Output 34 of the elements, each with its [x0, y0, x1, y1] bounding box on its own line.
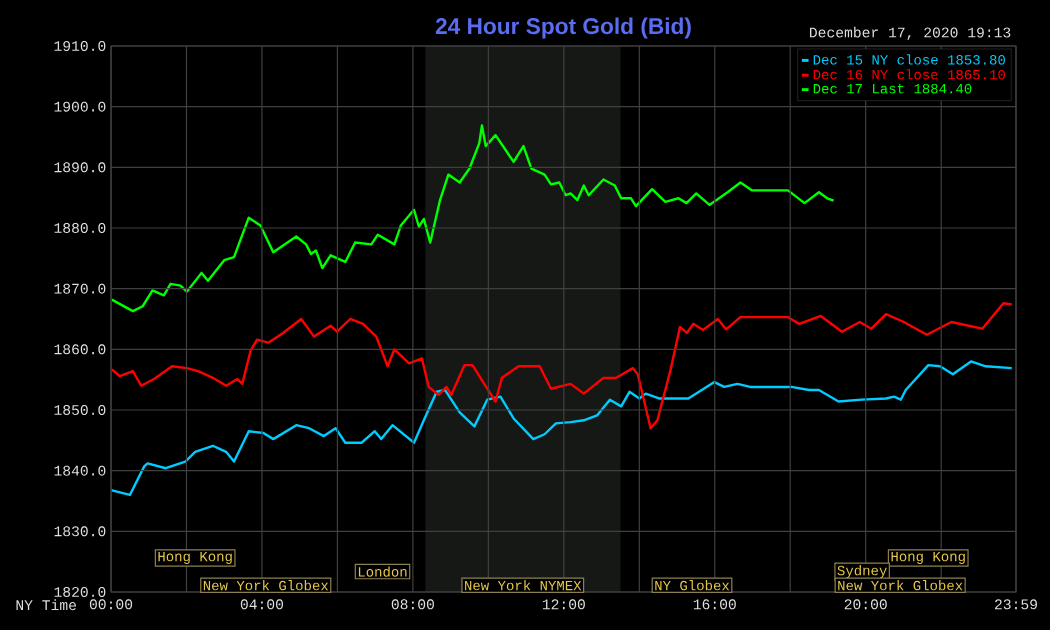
- legend-label: Dec 17 Last 1884.40: [813, 83, 972, 94]
- x-tick-label: 16:00: [693, 599, 736, 610]
- legend-label: Dec 15 NY close 1853.80: [813, 54, 1005, 65]
- annotation: New York Globex: [838, 580, 963, 591]
- x-tick-label: 12:00: [542, 599, 585, 610]
- chart-subtitle: December 17, 2020 19:13: [810, 26, 1011, 40]
- y-tick-label: 1890.0: [54, 162, 106, 173]
- y-tick-label: 1910.0: [54, 41, 106, 51]
- x-tick-label: 23:59: [995, 599, 1037, 610]
- y-tick-label: 1900.0: [54, 101, 106, 112]
- annotation: London: [358, 566, 407, 577]
- annotation: Sydney: [837, 565, 887, 579]
- x-axis-title: NY Time: [16, 599, 76, 611]
- y-tick-label: 1820.0: [54, 587, 106, 597]
- annotation: New York NYMEX: [465, 580, 582, 591]
- y-tick-label: 1880.0: [54, 223, 106, 233]
- x-tick-label: 00:00: [89, 599, 133, 610]
- legend-label: Dec 16 NY close 1865.10: [813, 69, 1005, 80]
- line-series: [109, 360, 1013, 497]
- annotation: Hong Kong: [158, 551, 232, 565]
- line-series: [110, 302, 1013, 430]
- y-tick-label: 1840.0: [54, 465, 106, 476]
- annotation: NY Globex: [655, 580, 730, 591]
- annotation: Hong Kong: [891, 551, 965, 565]
- chart-title: 24 Hour Spot Gold (Bid): [435, 17, 691, 39]
- y-tick-label: 1830.0: [54, 526, 106, 537]
- y-tick-label: 1860.0: [54, 344, 106, 355]
- x-tick-label: 20:00: [844, 599, 887, 610]
- y-tick-label: 1850.0: [54, 405, 106, 415]
- x-tick-label: 08:00: [391, 599, 434, 610]
- annotation: New York Globex: [203, 580, 329, 591]
- y-tick-label: 1870.0: [54, 283, 106, 294]
- line-series: [110, 124, 835, 313]
- x-tick-label: 04:00: [240, 599, 284, 610]
